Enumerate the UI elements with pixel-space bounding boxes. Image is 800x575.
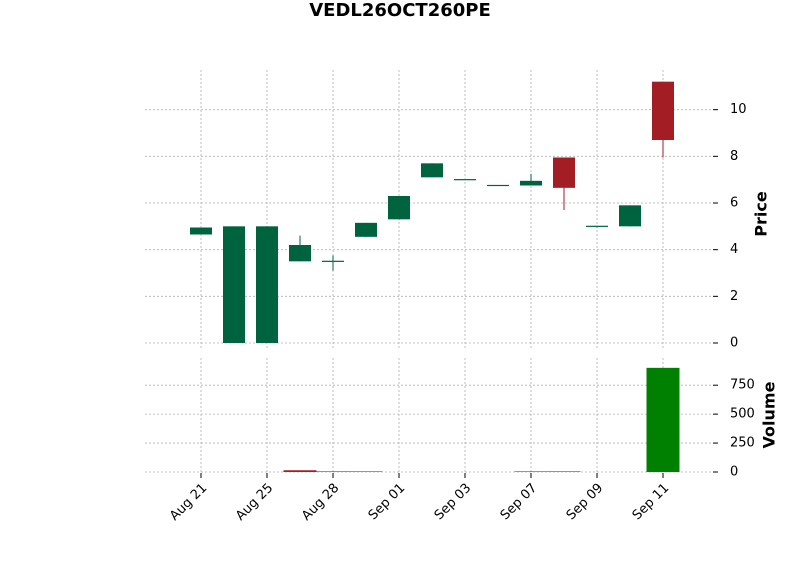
y-tick-label: 250 [730, 436, 755, 451]
x-tick-label: Aug 25 [233, 481, 276, 524]
x-tick-label: Sep 11 [630, 481, 673, 524]
y-tick-label: 500 [730, 407, 755, 422]
x-tick-label: Sep 07 [498, 481, 541, 524]
volume-bar [283, 470, 317, 472]
volume-bar [646, 367, 680, 472]
x-tick-label: Aug 28 [299, 481, 342, 524]
candle-body [223, 226, 245, 343]
y-axis-label: Price [752, 191, 771, 237]
candle-body [553, 157, 575, 188]
candle-body [520, 180, 542, 186]
candle-body [487, 184, 509, 187]
x-tick-label: Sep 03 [432, 481, 475, 524]
y-tick-label: 0 [730, 465, 738, 480]
chart-title: VEDL26OCT260PE [309, 0, 491, 21]
y-tick-label: 8 [730, 149, 738, 164]
volume-bar [349, 471, 383, 472]
candle-body [652, 81, 674, 140]
volume-bar [514, 471, 548, 472]
candle-body [322, 260, 344, 262]
candle-body [190, 227, 212, 235]
candle-body [619, 205, 641, 227]
y-tick-label: 750 [730, 378, 755, 393]
y-tick-label: 0 [730, 336, 738, 351]
volume-axis-label: Volume [760, 381, 779, 448]
y-tick-label: 6 [730, 196, 738, 211]
y-tick-label: 4 [730, 242, 738, 257]
y-tick-label: 2 [730, 289, 738, 304]
x-tick-label: Aug 21 [167, 481, 210, 524]
volume-bar [316, 471, 350, 472]
candle-body [388, 196, 410, 220]
candle-body [355, 222, 377, 237]
candle-body [256, 226, 278, 343]
x-tick-label: Sep 09 [564, 481, 607, 524]
candle-body [586, 225, 608, 227]
candle-body [289, 245, 311, 262]
y-tick-label: 10 [730, 102, 747, 117]
volume-bar [547, 471, 581, 472]
x-tick-label: Sep 01 [366, 481, 409, 524]
candle-body [421, 163, 443, 178]
candle-body [454, 179, 476, 181]
